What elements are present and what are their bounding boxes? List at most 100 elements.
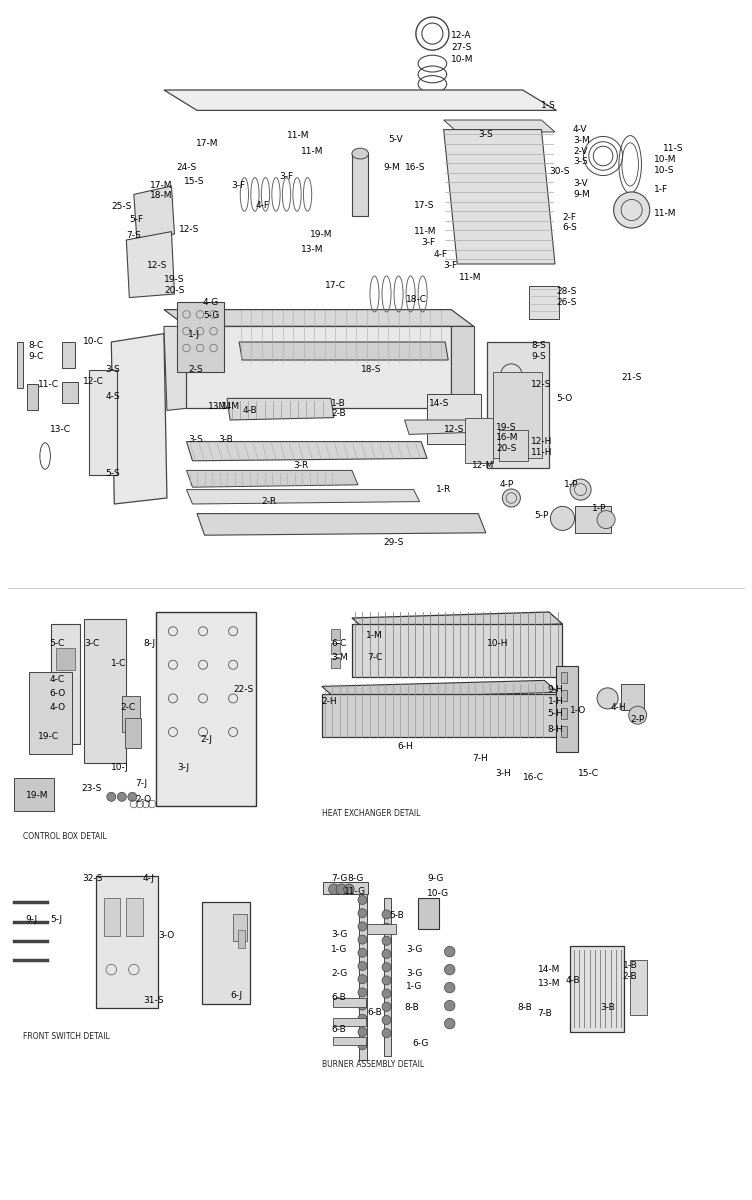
Text: 28-S: 28-S: [556, 287, 577, 296]
Bar: [561, 672, 567, 683]
Bar: [570, 946, 624, 1032]
Bar: [84, 619, 126, 763]
Text: 2-B: 2-B: [623, 972, 637, 982]
Text: 7-G: 7-G: [331, 874, 347, 883]
Text: 5-P: 5-P: [534, 511, 548, 521]
Text: 3-S: 3-S: [105, 365, 120, 374]
Text: 12-S: 12-S: [531, 379, 551, 389]
Bar: [238, 930, 245, 948]
Circle shape: [570, 479, 591, 500]
Bar: [575, 506, 611, 533]
Bar: [561, 690, 567, 701]
Text: 11-C: 11-C: [38, 379, 59, 389]
Circle shape: [444, 947, 455, 956]
Text: 5-B: 5-B: [390, 911, 405, 920]
Text: 6-O: 6-O: [50, 689, 66, 698]
Bar: [125, 718, 141, 748]
Text: 11-G: 11-G: [344, 887, 366, 896]
Circle shape: [358, 1014, 367, 1024]
Polygon shape: [186, 326, 451, 408]
Bar: [493, 372, 542, 458]
Bar: [17, 342, 23, 388]
Bar: [104, 898, 120, 936]
Polygon shape: [164, 90, 556, 110]
Polygon shape: [186, 490, 420, 504]
Circle shape: [358, 988, 367, 997]
Text: 12-C: 12-C: [83, 377, 104, 386]
Text: 10-M: 10-M: [451, 55, 474, 65]
Circle shape: [358, 948, 367, 958]
Bar: [352, 154, 368, 216]
Text: 1-O: 1-O: [570, 706, 587, 715]
Text: 3-J: 3-J: [177, 763, 190, 773]
Text: 13M: 13M: [208, 402, 228, 412]
Text: 2-R: 2-R: [261, 497, 276, 506]
Text: 3-C: 3-C: [84, 638, 99, 648]
Text: 9-J: 9-J: [26, 914, 38, 924]
Text: 13-M: 13-M: [538, 979, 560, 989]
Text: 4-H: 4-H: [611, 703, 626, 713]
Circle shape: [358, 974, 367, 984]
Text: 8-J: 8-J: [143, 638, 155, 648]
Text: 3-F: 3-F: [421, 238, 435, 247]
Text: 17-M: 17-M: [150, 181, 173, 191]
Text: 23-S: 23-S: [81, 784, 102, 793]
Text: 10-C: 10-C: [83, 337, 104, 347]
Text: 5-O: 5-O: [556, 394, 573, 403]
Text: FRONT SWITCH DETAIL: FRONT SWITCH DETAIL: [23, 1032, 109, 1042]
Bar: [96, 876, 158, 1008]
Polygon shape: [444, 120, 555, 132]
Text: 4-B: 4-B: [242, 406, 256, 415]
Circle shape: [382, 989, 391, 998]
Bar: [529, 286, 559, 319]
Text: 19-S: 19-S: [164, 275, 184, 284]
Polygon shape: [444, 130, 555, 264]
Circle shape: [358, 908, 367, 918]
Bar: [27, 384, 38, 410]
Circle shape: [358, 895, 367, 905]
Bar: [51, 624, 80, 744]
Text: 13-M: 13-M: [301, 245, 323, 254]
Bar: [29, 672, 72, 754]
Circle shape: [550, 506, 575, 530]
Bar: [384, 898, 391, 1056]
Text: 9-G: 9-G: [427, 874, 444, 883]
Text: 19-M: 19-M: [26, 791, 48, 800]
Bar: [352, 624, 562, 677]
Bar: [418, 898, 439, 929]
Text: 2-H: 2-H: [322, 697, 338, 707]
Polygon shape: [186, 442, 427, 461]
Text: 16-M: 16-M: [496, 433, 519, 443]
Polygon shape: [134, 186, 174, 240]
Text: 10-S: 10-S: [654, 166, 675, 175]
Text: 9-M: 9-M: [573, 190, 590, 199]
Text: 27-S: 27-S: [451, 43, 472, 53]
Text: 11-M: 11-M: [654, 209, 677, 218]
Text: 2-G: 2-G: [331, 968, 347, 978]
Text: 8-S: 8-S: [531, 341, 546, 350]
Circle shape: [382, 962, 391, 972]
Text: 4-G: 4-G: [203, 298, 220, 307]
Text: 1-C: 1-C: [111, 659, 126, 668]
Polygon shape: [352, 612, 562, 630]
Text: 6-C: 6-C: [331, 638, 346, 648]
Text: 2-V: 2-V: [573, 146, 587, 156]
Bar: [323, 882, 368, 894]
Circle shape: [597, 510, 615, 529]
Text: 3-S: 3-S: [573, 157, 588, 167]
Text: 3-B: 3-B: [218, 434, 233, 444]
Polygon shape: [164, 310, 474, 326]
Circle shape: [382, 949, 391, 959]
Text: 1-H: 1-H: [547, 697, 563, 707]
Text: 8-H: 8-H: [547, 725, 563, 734]
Text: 9-S: 9-S: [531, 352, 546, 361]
Circle shape: [358, 935, 367, 944]
Text: 10-H: 10-H: [487, 638, 509, 648]
Text: 14-S: 14-S: [429, 398, 449, 408]
Text: 19-S: 19-S: [496, 422, 517, 432]
Text: 16-S: 16-S: [405, 163, 425, 173]
Text: 1-B: 1-B: [331, 398, 346, 408]
Circle shape: [444, 983, 455, 992]
Bar: [56, 648, 75, 670]
Text: 21-S: 21-S: [621, 373, 641, 383]
